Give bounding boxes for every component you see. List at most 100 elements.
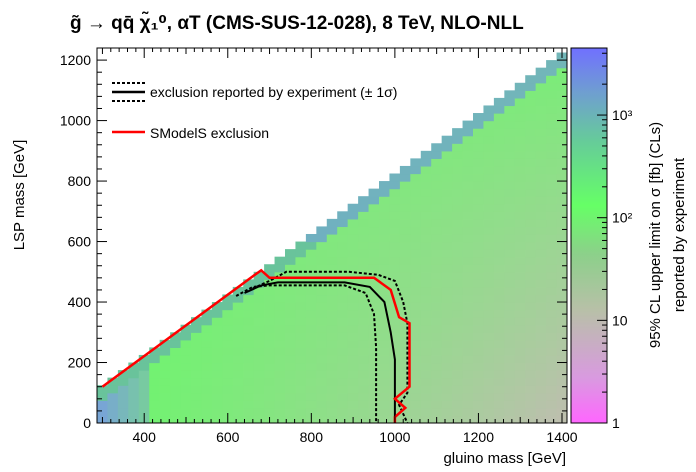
heatmap-cell [97,400,109,409]
heatmap-cell [556,75,567,84]
heatmap-cell [483,317,495,326]
heatmap-cell [546,339,558,348]
heatmap-cell [410,370,422,379]
heatmap-cell [493,256,505,265]
heatmap-cell [546,407,558,417]
heatmap-cell [201,324,213,333]
heatmap-cell [431,400,443,409]
heatmap-cell [326,226,338,235]
heatmap-cell [379,347,391,356]
heatmap-cell [253,279,265,288]
heatmap-cell [525,158,537,167]
heatmap-cell [232,286,244,296]
heatmap-cell [379,362,391,371]
heatmap-cell [389,218,401,228]
heatmap-cell [493,150,505,159]
heatmap-cell [274,415,286,423]
heatmap-cell [368,218,380,228]
heatmap-cell [410,377,422,386]
heatmap-cell [347,407,359,417]
heatmap-cell [535,249,547,258]
heatmap-cell [389,309,401,318]
heatmap-cell [462,279,474,288]
heatmap-cell [473,196,485,205]
heatmap-cell [473,120,485,129]
heatmap-cell [358,241,370,250]
heatmap-cell [264,400,276,409]
heatmap-cell [556,256,567,265]
heatmap-cell [410,332,422,341]
heatmap-cell [128,362,140,371]
heatmap-cell [347,339,359,348]
heatmap-cell [483,143,495,152]
heatmap-cell [514,309,526,318]
heatmap-cell [473,309,485,318]
heatmap-cell [556,241,567,250]
heatmap-cell [535,309,547,318]
heatmap-cell [483,150,495,159]
heatmap-cell [180,400,192,409]
heatmap-cell [232,309,244,318]
heatmap-cell [504,90,516,99]
heatmap-cell [556,407,567,417]
heatmap-cell [379,286,391,296]
heatmap-cell [191,400,203,409]
heatmap-cell [431,339,443,348]
heatmap-cell [128,400,140,409]
heatmap-cell [462,241,474,250]
heatmap-cell [201,377,213,386]
heatmap-cell [358,271,370,280]
heatmap-cell [368,256,380,265]
heatmap-cell [389,317,401,326]
heatmap-cell [368,294,380,303]
heatmap-cell [462,249,474,258]
heatmap-cell [473,113,485,122]
heatmap-cell [410,385,422,394]
heatmap-cell [379,256,391,265]
heatmap-cell [431,233,443,243]
heatmap-cell [222,370,234,379]
heatmap-cell [483,249,495,258]
heatmap-cell [462,173,474,182]
heatmap-cell [525,271,537,280]
heatmap-cell [420,158,432,167]
heatmap-cell [316,249,328,258]
heatmap-cell [180,332,192,341]
heatmap-cell [441,302,453,311]
heatmap-cell [514,241,526,250]
heatmap-cell [368,339,380,348]
heatmap-cell [525,218,537,228]
heatmap-cell [410,173,422,182]
series-line-1 [235,284,378,423]
heatmap-cell [504,203,516,212]
heatmap-cell [337,324,349,333]
heatmap-cell [379,271,391,280]
heatmap-cell [431,158,443,167]
heatmap-cell [546,370,558,379]
heatmap-cell [546,203,558,212]
heatmap-cell [316,377,328,386]
heatmap-cell [128,392,140,401]
heatmap-cell [525,135,537,144]
heatmap-cell [546,97,558,107]
heatmap-cell [483,173,495,182]
heatmap-cell [556,150,567,159]
heatmap-cell [274,392,286,401]
heatmap-cell [232,294,244,303]
heatmap-cell [232,407,244,417]
heatmap-cell [525,165,537,175]
heatmap-cell [201,354,213,364]
heatmap-cell [399,264,411,273]
heatmap-cell [546,120,558,129]
heatmap-cell [556,97,567,107]
heatmap-cell [368,211,380,220]
heatmap-cell [274,256,286,265]
heatmap-cell [295,317,307,326]
heatmap-cell [493,158,505,167]
heatmap-cell [368,249,380,258]
heatmap-cell [347,249,359,258]
heatmap-cell [368,317,380,326]
heatmap-cell [546,354,558,364]
heatmap-cell [493,392,505,401]
heatmap-cell [493,407,505,417]
